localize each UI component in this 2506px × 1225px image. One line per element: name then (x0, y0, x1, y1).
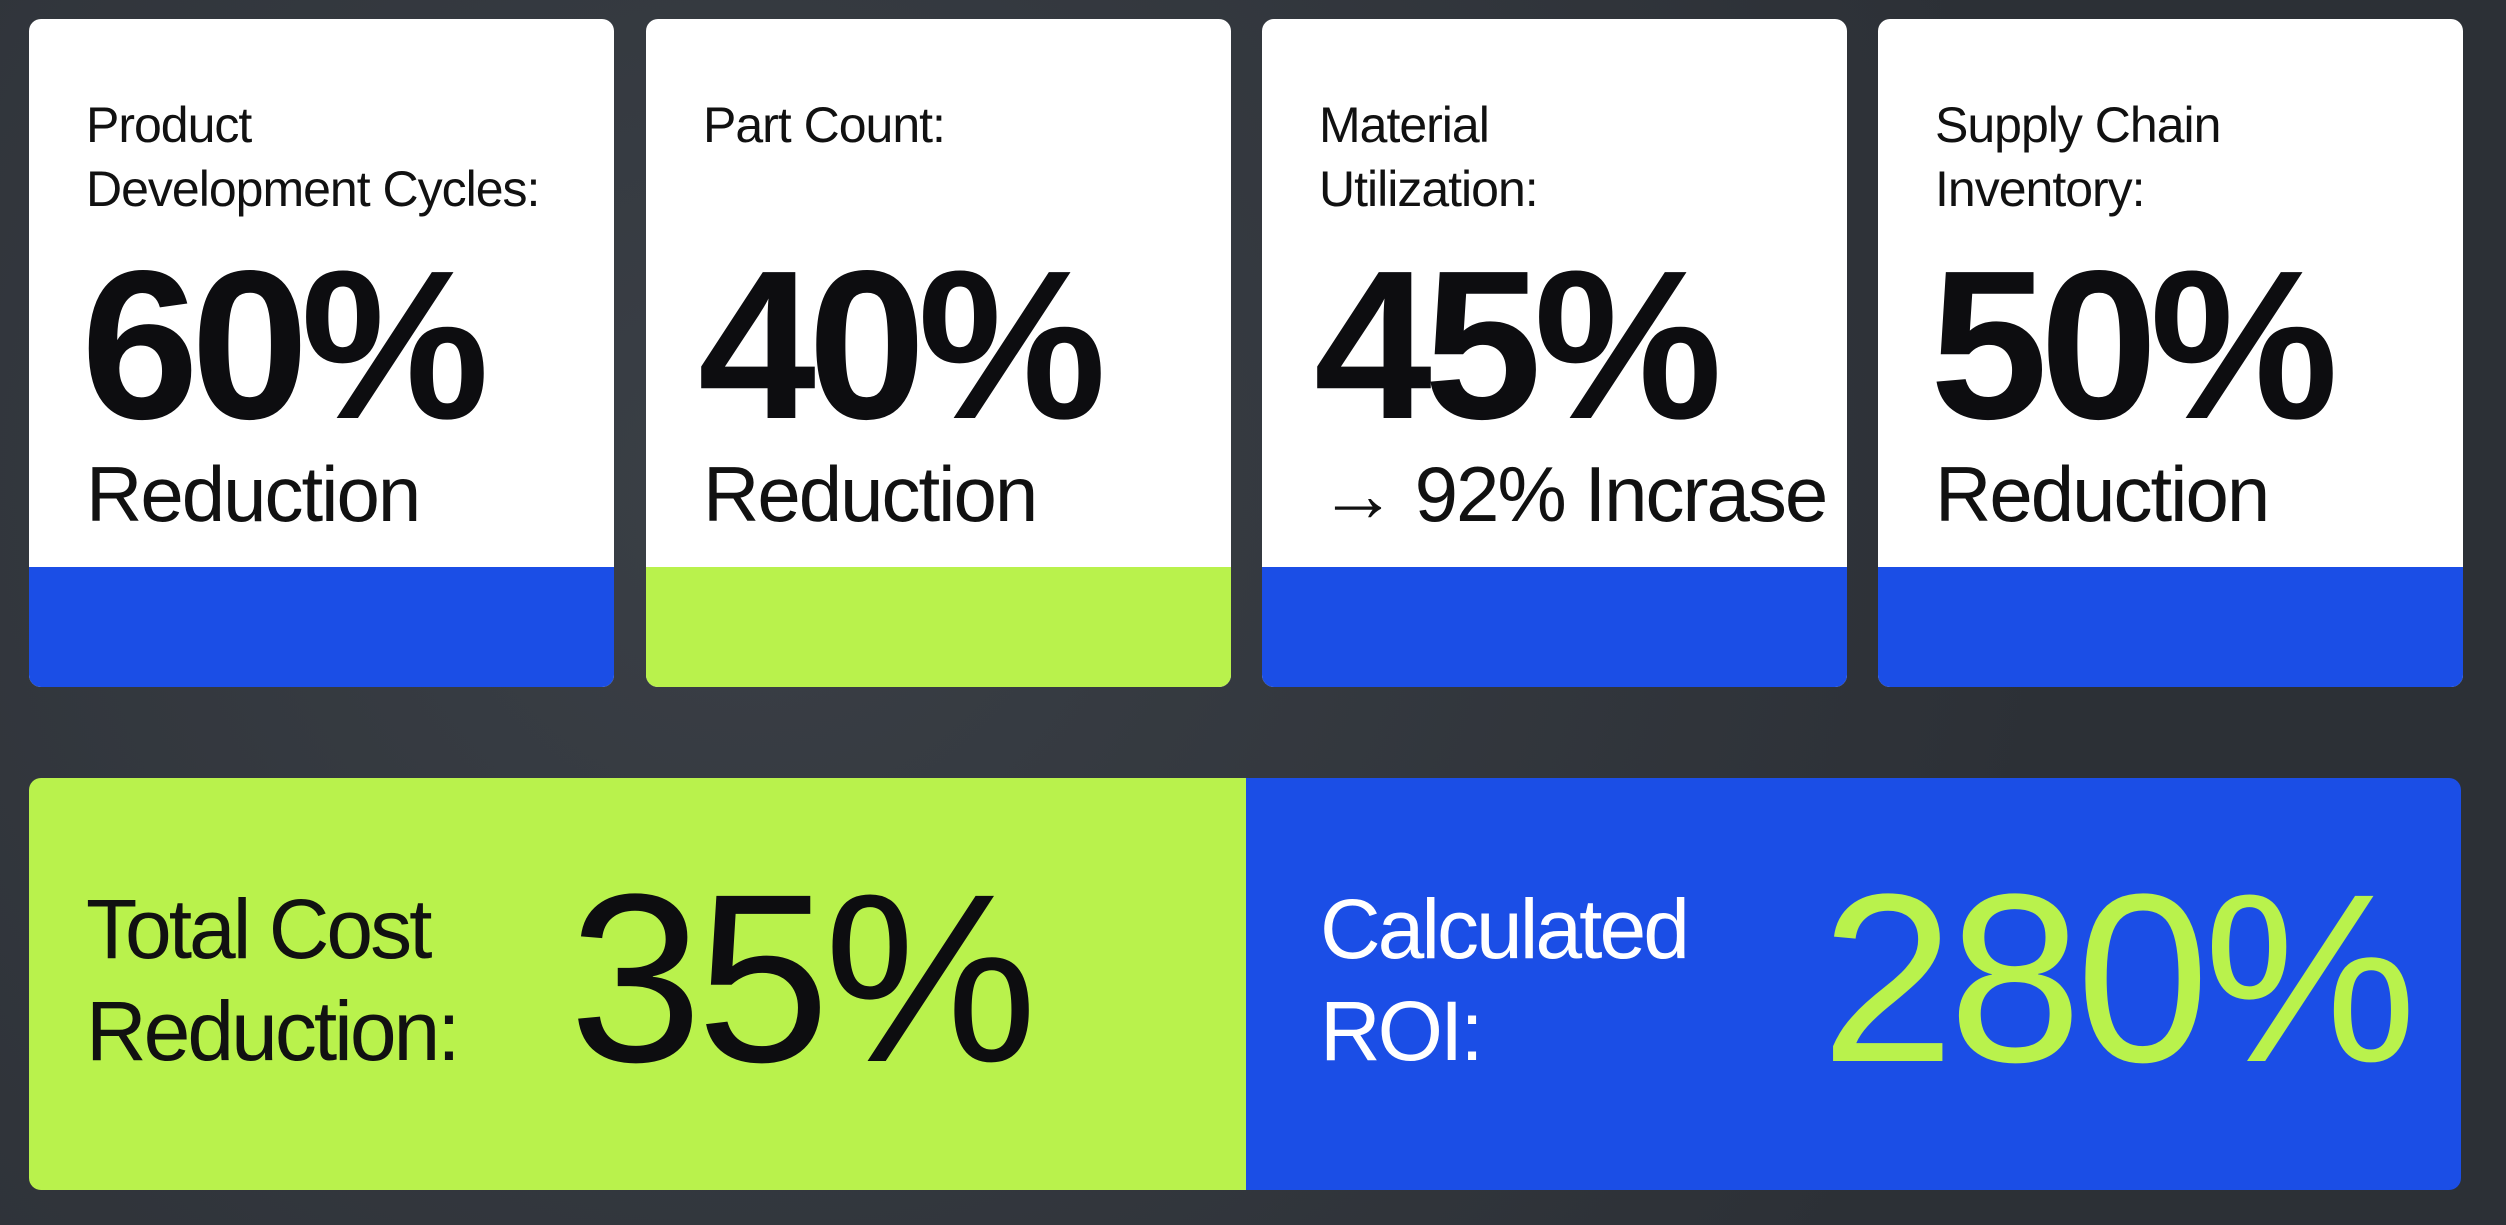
roi-label: Calculated ROI: (1320, 878, 1690, 1082)
stat-card: Part Count: 40% Reduction (646, 19, 1231, 687)
card-caption: → 92% Incrase (1319, 450, 1828, 538)
stat-card: Supply Chain Inventory: 50% Reduction (1878, 19, 2463, 687)
accent-strip (1878, 567, 2463, 687)
roi-value: 280% (1821, 844, 2417, 1112)
stat-card: Material Utilization: 45% → 92% Incrase (1262, 19, 1847, 687)
card-value: 50% (1930, 226, 2338, 463)
card-value: 40% (698, 226, 1106, 463)
label-line: Total Cost (86, 882, 432, 976)
card-label: Product Development Cycles: (86, 93, 540, 221)
card-label: Material Utilization: (1319, 93, 1539, 221)
label-line: Product (86, 97, 252, 153)
cost-panel: Total Cost Reduction: 35% (29, 778, 1246, 1190)
card-label: Supply Chain Inventory: (1935, 93, 2221, 221)
accent-strip (29, 567, 614, 687)
label-line: Material (1319, 97, 1490, 153)
label-line: Calculated (1320, 882, 1690, 976)
roi-panel: Calculated ROI: 280% (1246, 778, 2461, 1190)
accent-strip (1262, 567, 1847, 687)
card-value: 45% (1314, 226, 1722, 463)
label-line: Supply Chain (1935, 97, 2221, 153)
label-line: Utilization: (1319, 161, 1539, 217)
label-line: Reduction: (86, 984, 461, 1078)
card-caption: Reduction (1935, 450, 2270, 538)
stat-card: Product Development Cycles: 60% Reduction (29, 19, 614, 687)
card-value: 60% (81, 226, 489, 463)
card-caption: Reduction (703, 450, 1038, 538)
label-line: ROI: (1320, 984, 1484, 1078)
label-line: Inventory: (1935, 161, 2146, 217)
label-line: Part Count: (703, 97, 946, 153)
card-caption: Reduction (86, 450, 421, 538)
card-label: Part Count: (703, 93, 946, 157)
cost-value: 35% (569, 844, 1037, 1112)
label-line: Development Cycles: (86, 161, 540, 217)
cost-label: Total Cost Reduction: (86, 878, 461, 1082)
accent-strip (646, 567, 1231, 687)
